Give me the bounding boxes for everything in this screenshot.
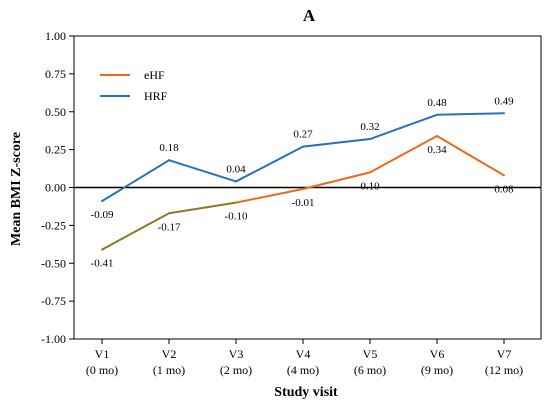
x-tick-sublabel: (12 mo) — [485, 363, 523, 377]
x-tick-label: V4 — [296, 347, 311, 361]
series-ehf-data-label: -0.41 — [91, 258, 114, 270]
y-axis-label: Mean BMI Z-score — [9, 132, 24, 246]
series-hrf-data-label: 0.27 — [293, 129, 313, 141]
series-hrf-data-label: 0.48 — [427, 97, 447, 109]
series-hrf-line-segment — [302, 138, 371, 148]
x-tick-label: V3 — [229, 347, 244, 361]
x-tick-label: V1 — [95, 347, 110, 361]
series-ehf-line-segment — [235, 188, 304, 204]
series-ehf-data-label: -0.01 — [292, 197, 315, 209]
series-ehf-line-segment — [436, 134, 505, 177]
y-tick-label: 0.25 — [45, 143, 66, 157]
series-hrf-line-segment — [101, 159, 170, 203]
series-hrf-data-label: 0.32 — [360, 121, 379, 133]
x-tick-label: V6 — [430, 347, 445, 361]
series-hrf-data-label: 0.18 — [159, 142, 179, 154]
series-hrf-data-label: 0.04 — [226, 163, 246, 175]
series-ehf-data-label: 0.10 — [360, 180, 380, 192]
legend-ehf-label: eHF — [144, 68, 165, 82]
x-tick-label: V5 — [363, 347, 378, 361]
x-tick-sublabel: (4 mo) — [287, 363, 319, 377]
y-tick-label: 0.00 — [45, 181, 66, 195]
y-tick-label: -1.00 — [41, 332, 66, 346]
x-tick-label: V7 — [497, 347, 512, 361]
series-hrf-data-label: -0.09 — [91, 209, 114, 221]
series-ehf-line-segment — [369, 134, 438, 174]
y-tick-label: 1.00 — [45, 29, 66, 43]
y-tick-label: -0.50 — [41, 256, 66, 270]
series-ehf-line-segment — [101, 212, 170, 251]
series-ehf-data-label: -0.10 — [225, 211, 248, 223]
legend-hrf-label: HRF — [144, 89, 168, 103]
x-tick-sublabel: (0 mo) — [86, 363, 118, 377]
y-tick-label: -0.25 — [41, 218, 66, 232]
y-tick-label: 0.75 — [45, 67, 66, 81]
series-ehf-line-segment — [302, 171, 371, 191]
series-ehf-line-segment — [168, 201, 237, 215]
series-hrf-line-segment — [436, 112, 505, 116]
x-tick-sublabel: (9 mo) — [421, 363, 453, 377]
series-hrf-data-label: 0.49 — [494, 95, 514, 107]
x-tick-sublabel: (6 mo) — [354, 363, 386, 377]
x-tick-label: V2 — [162, 347, 177, 361]
y-tick-label: -0.75 — [41, 294, 66, 308]
chart-title: A — [303, 6, 316, 25]
series-ehf-data-label: -0.17 — [158, 221, 181, 233]
x-tick-sublabel: (2 mo) — [220, 363, 252, 377]
y-tick-label: 0.50 — [45, 105, 66, 119]
x-axis-label: Study visit — [274, 385, 338, 400]
series-ehf-data-label: 0.08 — [494, 183, 514, 195]
series-hrf-line-segment — [168, 159, 237, 183]
series-hrf-line-segment — [235, 145, 304, 183]
plot-area: 1.00 0.75 0.50 0.25 0.00 -0.25 -0.50 -0.75 -1.00… — [41, 29, 542, 377]
series-hrf-line-segment — [369, 113, 438, 141]
series-ehf-data-label: 0.34 — [427, 144, 447, 156]
x-tick-sublabel: (1 mo) — [153, 363, 185, 377]
